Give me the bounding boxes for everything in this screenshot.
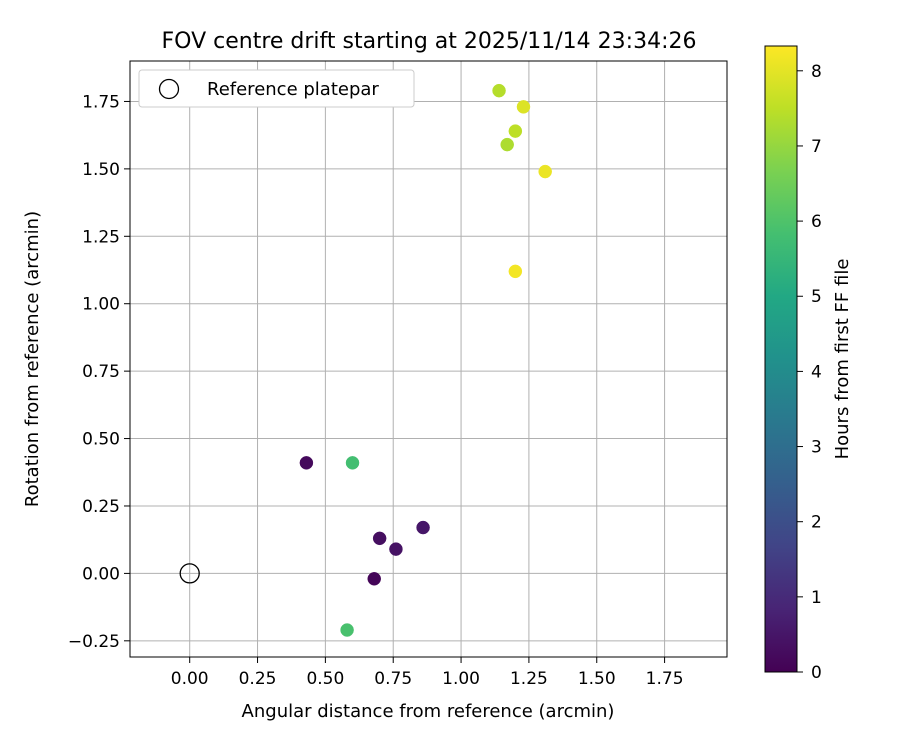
x-tick-label: 1.25 bbox=[510, 669, 548, 689]
data-point bbox=[299, 456, 314, 470]
colorbar-tick-label: 3 bbox=[811, 438, 822, 458]
y-tick-label: 0.00 bbox=[82, 564, 120, 584]
data-point bbox=[389, 542, 403, 556]
reference-marker bbox=[179, 563, 200, 584]
x-tick-label: 1.00 bbox=[442, 669, 480, 689]
colorbar-tick-label: 1 bbox=[811, 588, 822, 608]
colorbar-tick-label: 2 bbox=[811, 513, 822, 533]
data-point bbox=[538, 164, 552, 179]
chart-title: FOV centre drift starting at 2025/11/14 … bbox=[162, 29, 697, 54]
y-tick-label: 0.50 bbox=[82, 430, 120, 450]
x-tick-label: 0.75 bbox=[374, 669, 412, 689]
legend: Reference platepar bbox=[138, 69, 415, 108]
x-axis-ticks: 0.00 0.25 0.50 0.75 1.00 1.25 1.50 1.75 bbox=[171, 657, 684, 689]
data-point bbox=[345, 456, 360, 470]
data-point bbox=[416, 520, 430, 535]
plot-frame bbox=[129, 60, 728, 658]
colorbar: 0 1 2 3 4 5 6 7 8 Hours from first FF file bbox=[764, 45, 853, 683]
data-point bbox=[372, 531, 387, 546]
colorbar-tick-label: 8 bbox=[811, 62, 822, 82]
x-tick-label: 1.75 bbox=[646, 669, 684, 689]
data-points bbox=[299, 83, 552, 637]
colorbar-gradient bbox=[764, 45, 798, 673]
data-point bbox=[492, 83, 506, 98]
data-point bbox=[516, 100, 531, 114]
y-tick-label: 1.00 bbox=[82, 295, 120, 315]
colorbar-tick-label: 0 bbox=[811, 663, 822, 683]
colorbar-label: Hours from first FF file bbox=[832, 259, 853, 460]
colorbar-ticks: 0 1 2 3 4 5 6 7 8 bbox=[797, 62, 822, 683]
legend-reference-marker bbox=[158, 78, 180, 100]
y-tick-label: 0.25 bbox=[82, 497, 120, 517]
x-tick-label: 1.50 bbox=[578, 669, 616, 689]
y-axis-label: Rotation from reference (arcmin) bbox=[22, 211, 43, 507]
y-tick-label: −0.25 bbox=[68, 632, 120, 652]
data-point bbox=[340, 623, 354, 637]
colorbar-tick-label: 5 bbox=[811, 287, 822, 307]
colorbar-tick-label: 6 bbox=[811, 212, 822, 232]
grid-lines bbox=[130, 61, 727, 657]
data-point bbox=[508, 124, 523, 138]
data-point bbox=[508, 264, 523, 279]
y-tick-label: 1.50 bbox=[82, 160, 120, 180]
y-tick-label: 1.25 bbox=[82, 227, 120, 247]
y-axis-ticks: −0.25 0.00 0.25 0.50 0.75 1.00 1.25 1.50 1.75 bbox=[68, 92, 130, 652]
x-axis-label: Angular distance from reference (arcmin) bbox=[242, 701, 615, 722]
reference-marker-group bbox=[179, 563, 200, 584]
y-tick-label: 0.75 bbox=[82, 362, 120, 382]
y-tick-label: 1.75 bbox=[82, 92, 120, 112]
data-point bbox=[500, 137, 514, 152]
x-tick-label: 0.50 bbox=[306, 669, 344, 689]
legend-label-reference-platepar: Reference platepar bbox=[207, 79, 379, 100]
legend-box bbox=[138, 69, 415, 108]
x-tick-label: 0.25 bbox=[239, 669, 277, 689]
x-tick-label: 0.00 bbox=[171, 669, 209, 689]
colorbar-tick-label: 7 bbox=[811, 137, 822, 157]
data-point bbox=[367, 572, 381, 586]
colorbar-tick-label: 4 bbox=[811, 362, 822, 382]
